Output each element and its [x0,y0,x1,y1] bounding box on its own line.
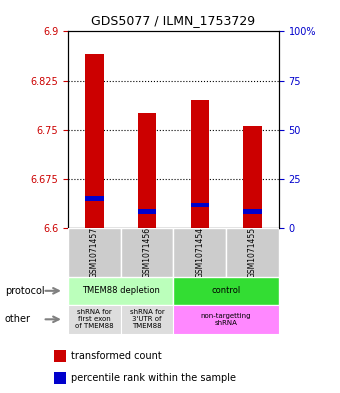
Text: control: control [211,286,241,295]
Bar [68,228,121,277]
Bar [138,209,156,214]
Bar [68,277,173,305]
Text: GSM1071456: GSM1071456 [142,227,152,278]
Bar [190,203,209,207]
Text: protocol: protocol [5,286,45,296]
Text: other: other [5,314,31,324]
Text: percentile rank within the sample: percentile rank within the sample [70,373,236,383]
Bar [226,228,279,277]
Bar [243,127,262,228]
Bar [173,305,279,334]
Bar [173,228,226,277]
Bar [243,209,262,214]
Bar [190,100,209,228]
Bar [85,54,104,228]
Bar [54,350,66,362]
Bar [121,305,173,334]
Bar [138,113,156,228]
Text: transformed count: transformed count [70,351,161,361]
Text: shRNA for
3'UTR of
TMEM88: shRNA for 3'UTR of TMEM88 [130,309,165,329]
Title: GDS5077 / ILMN_1753729: GDS5077 / ILMN_1753729 [91,15,255,28]
Bar [121,228,173,277]
Text: shRNA for
first exon
of TMEM88: shRNA for first exon of TMEM88 [75,309,114,329]
Text: GSM1071454: GSM1071454 [195,227,204,278]
Text: GSM1071457: GSM1071457 [90,227,99,278]
Text: non-targetting
shRNA: non-targetting shRNA [201,313,251,326]
Text: TMEM88 depletion: TMEM88 depletion [82,286,160,295]
Bar [85,196,104,201]
Bar [68,305,121,334]
Bar [54,372,66,384]
Bar [173,277,279,305]
Text: GSM1071455: GSM1071455 [248,227,257,278]
